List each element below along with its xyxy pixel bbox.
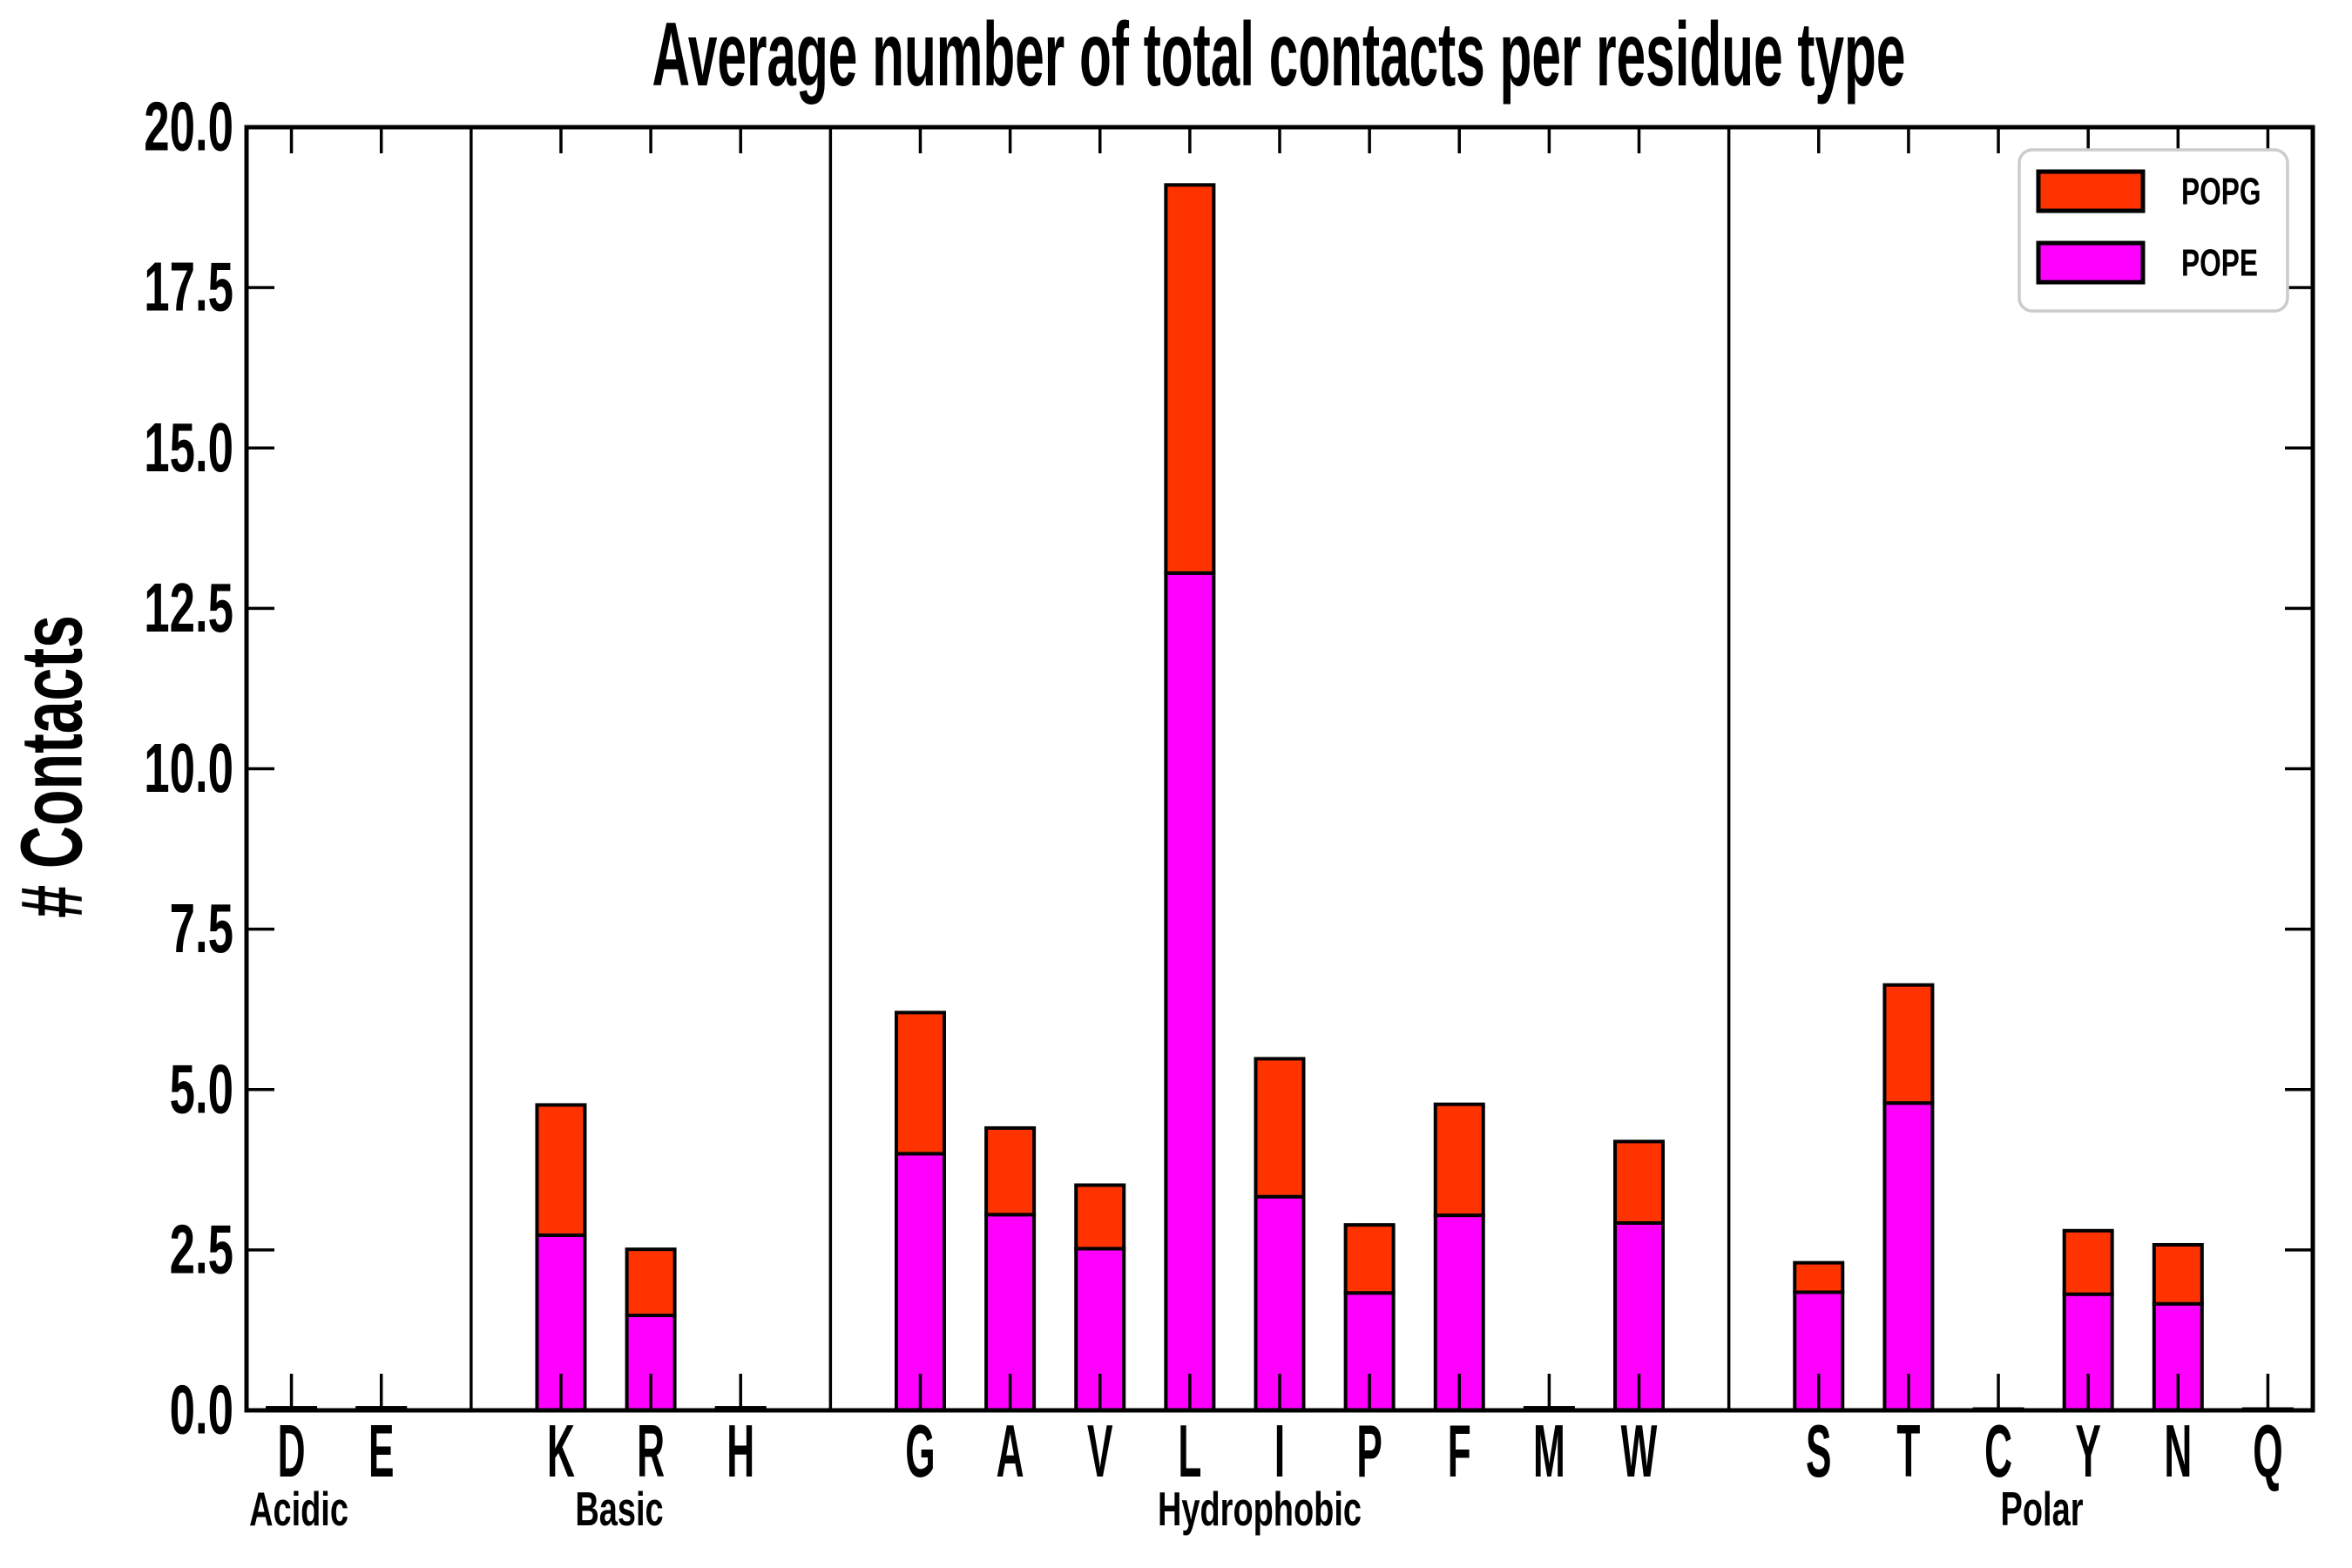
group-label-polar: Polar	[2001, 1483, 2084, 1537]
ytick-label-0.0: 0.0	[170, 1372, 233, 1450]
x-letter-T: T	[1896, 1411, 1920, 1493]
bar-N-popg	[2152, 1242, 2204, 1306]
x-letter-A: A	[997, 1411, 1024, 1493]
bar-V-popg	[1074, 1183, 1126, 1251]
legend-label-pope: POPE	[2181, 241, 2258, 284]
legend-label-popg: POPG	[2181, 170, 2261, 213]
bar-W-popg	[1613, 1139, 1666, 1225]
group-label-acidic: Acidic	[249, 1483, 348, 1537]
bar-G-pope	[894, 1152, 946, 1413]
x-letter-N: N	[2164, 1411, 2192, 1493]
x-letter-W: W	[1621, 1411, 1658, 1493]
legend-swatch-popg	[2036, 169, 2146, 213]
ytick-label-5.0: 5.0	[170, 1051, 233, 1128]
bar-K-popg	[535, 1103, 587, 1237]
legend-swatch-pope	[2036, 240, 2146, 285]
bar-I-popg	[1254, 1057, 1306, 1199]
x-letter-K: K	[547, 1411, 575, 1493]
x-letter-R: R	[637, 1411, 665, 1493]
y-axis-label: # Contacts	[3, 615, 100, 918]
x-letter-I: I	[1274, 1411, 1285, 1493]
plot-frame	[244, 125, 2315, 1413]
x-letter-G: G	[905, 1411, 935, 1493]
bar-L-popg	[1164, 183, 1216, 575]
x-letter-V: V	[1087, 1411, 1112, 1493]
x-letter-Q: Q	[2253, 1411, 2282, 1493]
ytick-label-7.5: 7.5	[170, 890, 233, 968]
bar-F-popg	[1433, 1102, 1485, 1218]
x-letter-F: F	[1448, 1411, 1471, 1493]
group-label-hydrophobic: Hydrophobic	[1158, 1483, 1362, 1537]
x-letter-S: S	[1806, 1411, 1831, 1493]
x-letter-H: H	[727, 1411, 754, 1493]
ytick-label-15.0: 15.0	[144, 409, 233, 487]
x-letter-L: L	[1178, 1411, 1201, 1493]
bar-L-pope	[1164, 571, 1216, 1412]
ytick-label-10.0: 10.0	[144, 730, 233, 808]
bar-Y-popg	[2062, 1228, 2114, 1296]
bar-T-pope	[1882, 1101, 1935, 1413]
ytick-label-17.5: 17.5	[144, 249, 233, 327]
group-label-basic: Basic	[575, 1483, 663, 1537]
bar-G-popg	[894, 1010, 946, 1156]
x-letter-P: P	[1356, 1411, 1382, 1493]
bar-P-popg	[1343, 1223, 1396, 1295]
ytick-label-12.5: 12.5	[144, 570, 233, 647]
ytick-label-2.5: 2.5	[170, 1212, 233, 1289]
ytick-label-20.0: 20.0	[144, 89, 233, 166]
bar-S-popg	[1793, 1260, 1845, 1294]
x-letter-C: C	[1984, 1411, 2012, 1493]
x-letter-M: M	[1533, 1411, 1565, 1493]
bar-A-popg	[984, 1125, 1037, 1217]
x-letter-E: E	[368, 1411, 394, 1493]
chart-title: Average number of total contacts per res…	[652, 4, 1906, 105]
bar-T-popg	[1882, 983, 1935, 1105]
bar-R-popg	[625, 1247, 677, 1317]
legend: POPG POPE	[2017, 148, 2289, 313]
x-letter-Y: Y	[2075, 1411, 2100, 1493]
x-letter-D: D	[278, 1411, 306, 1493]
plot-dynamic-layer: 0.0 2.5 5.0 7.5 10.0 12.5 15.0 17.5 20.0 D E K R H G A V…	[144, 89, 2313, 1537]
